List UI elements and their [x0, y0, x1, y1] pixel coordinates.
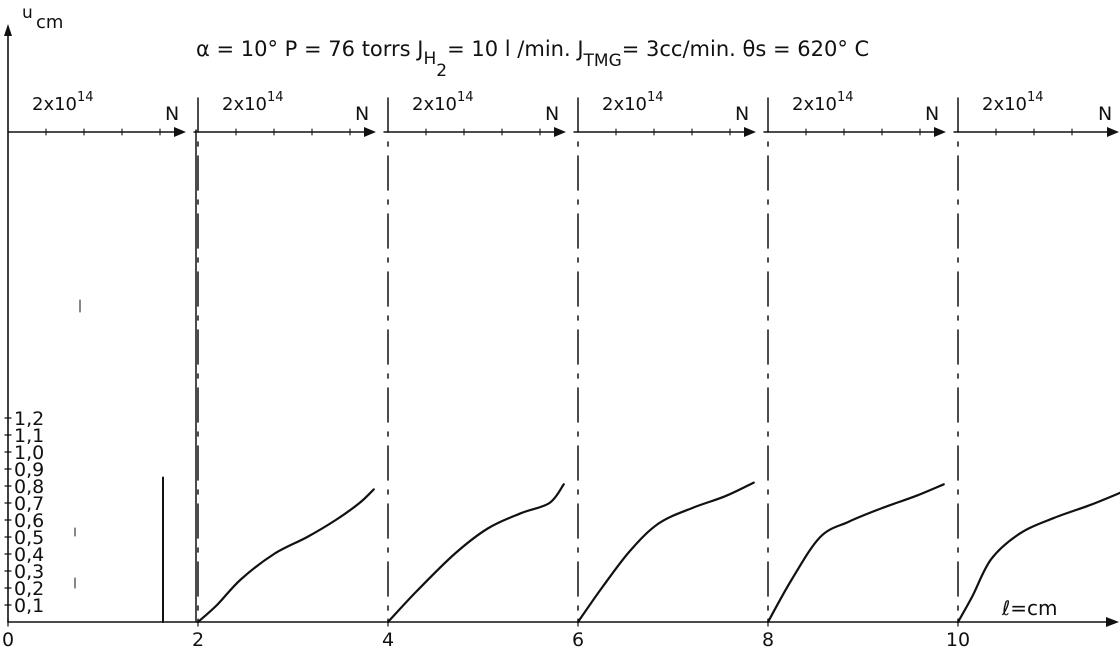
- n-axis-arrow-icon: [934, 127, 946, 137]
- n-axis-label: N: [165, 103, 179, 125]
- y-tick-label: 0,2: [14, 578, 44, 600]
- n-axis-tick-label: 2x1014: [792, 90, 854, 115]
- n-axis-tick-label: 2x1014: [602, 90, 664, 115]
- x-tick-label: 8: [762, 629, 774, 648]
- n-axis-label: N: [925, 103, 939, 125]
- y-tick-label: 0,9: [14, 459, 44, 481]
- series-line: [196, 488, 375, 624]
- n-axis-tick-label: 2x1014: [222, 90, 284, 115]
- x-tick-label: 2: [192, 629, 204, 648]
- x-axis-label: ℓ=cm: [1001, 596, 1058, 620]
- x-axis-arrow-icon: [1106, 617, 1119, 627]
- n-axis-label: N: [545, 103, 559, 125]
- x-tick-label: 4: [382, 629, 394, 648]
- y-axis-label-unit: cm: [36, 12, 63, 33]
- y-tick-label: 0,8: [14, 476, 44, 498]
- y-axis-label: u: [22, 3, 33, 23]
- n-axis-arrow-icon: [364, 127, 376, 137]
- series-line: [576, 481, 755, 624]
- x-tick-label: 0: [2, 629, 14, 648]
- series-line: [766, 483, 945, 624]
- n-axis-arrow-icon: [174, 127, 186, 137]
- y-tick-label: 0,7: [14, 493, 44, 515]
- n-axis-tick-label: 2x1014: [32, 90, 94, 115]
- n-axis-tick-label: 2x1014: [982, 90, 1044, 115]
- y-tick-label: 0,4: [14, 544, 44, 566]
- n-axis-arrow-icon: [1107, 127, 1119, 137]
- y-tick-label: 0,1: [14, 595, 44, 617]
- n-axis-label: N: [355, 103, 369, 125]
- y-tick-label: 0,6: [14, 510, 44, 532]
- n-axis-label: N: [1098, 103, 1112, 125]
- chart-title: α = 10° P = 76 torrs JH2= 10 l /min. JTM…: [196, 37, 869, 81]
- n-axis-label: N: [735, 103, 749, 125]
- series-line: [956, 491, 1120, 624]
- y-tick-label: 0,3: [14, 561, 44, 583]
- y-tick-label: 1,1: [14, 425, 44, 447]
- y-tick-label: 0,5: [14, 527, 44, 549]
- y-tick-label: 1,0: [14, 442, 44, 464]
- x-tick-label: 6: [572, 629, 584, 648]
- n-axis-tick-label: 2x1014: [412, 90, 474, 115]
- series-line: [386, 483, 565, 624]
- n-axis-arrow-icon: [554, 127, 566, 137]
- y-axis-arrow-icon: [4, 24, 12, 36]
- x-tick-label: 10: [946, 629, 970, 648]
- n-axis-arrow-icon: [744, 127, 756, 137]
- y-tick-label: 1,2: [14, 408, 44, 430]
